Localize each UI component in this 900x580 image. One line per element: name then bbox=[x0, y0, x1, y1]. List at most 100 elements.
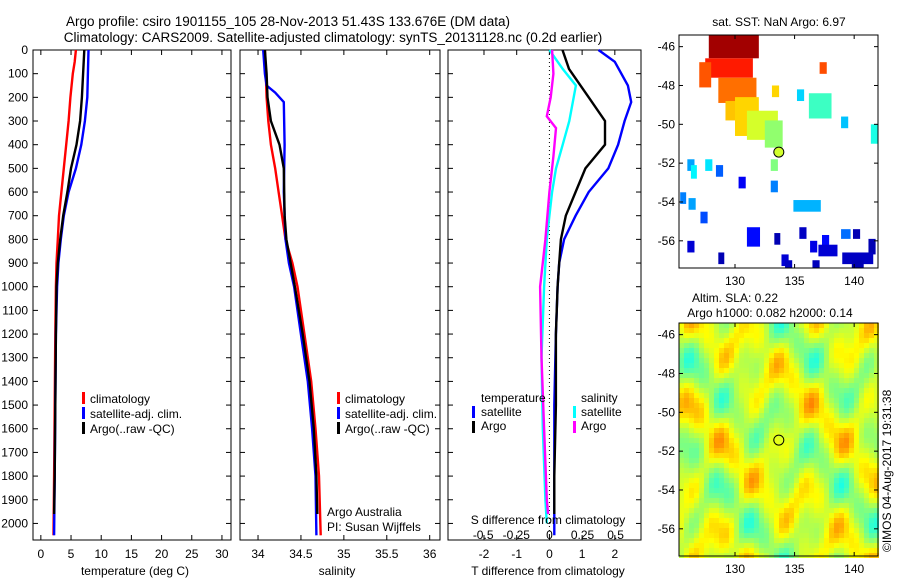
sla-cell bbox=[729, 443, 734, 448]
x-tick-label: 130 bbox=[725, 274, 745, 288]
sla-cell bbox=[724, 373, 729, 378]
sla-cell bbox=[864, 528, 869, 533]
sla-cell bbox=[719, 508, 724, 513]
annotation-argo-australia: Argo Australia bbox=[327, 505, 402, 519]
sst-map: 130 135 140-46-48-50-52-54-56 bbox=[658, 34, 879, 288]
sla-cell bbox=[784, 368, 789, 373]
sla-cell bbox=[814, 353, 819, 358]
sla-cell bbox=[699, 538, 704, 543]
sla-cell bbox=[854, 343, 859, 348]
sla-cell bbox=[819, 413, 824, 418]
sla-cell bbox=[689, 383, 694, 388]
sla-cell bbox=[724, 398, 729, 403]
sla-cell bbox=[764, 468, 769, 473]
sla-cell bbox=[699, 418, 704, 423]
sla-cell bbox=[874, 363, 879, 368]
sla-cell bbox=[754, 458, 759, 463]
sla-cell bbox=[769, 543, 774, 548]
sla-cell bbox=[729, 493, 734, 498]
sla-cell bbox=[834, 358, 839, 363]
sla-cell bbox=[804, 538, 809, 543]
argo-location-marker bbox=[773, 146, 785, 158]
sla-cell bbox=[794, 348, 799, 353]
sla-cell bbox=[774, 323, 779, 328]
sla-cell bbox=[834, 378, 839, 383]
sst-patch bbox=[770, 159, 778, 171]
sla-cell bbox=[679, 333, 684, 338]
sla-cell bbox=[729, 398, 734, 403]
sla-cell bbox=[784, 343, 789, 348]
sla-cell bbox=[704, 533, 709, 538]
sla-cell bbox=[754, 438, 759, 443]
sla-cell bbox=[849, 363, 854, 368]
sla-cell bbox=[804, 413, 809, 418]
sla-cell bbox=[809, 368, 814, 373]
sla-cell bbox=[869, 488, 874, 493]
sla-cell bbox=[784, 528, 789, 533]
sla-cell bbox=[869, 468, 874, 473]
sla-cell bbox=[809, 478, 814, 483]
sst-patch bbox=[796, 89, 805, 102]
sla-cell bbox=[859, 408, 864, 413]
sla-cell bbox=[784, 333, 789, 338]
sla-cell bbox=[824, 538, 829, 543]
sla-cell bbox=[759, 378, 764, 383]
sla-cell bbox=[699, 328, 704, 333]
sla-cell bbox=[789, 348, 794, 353]
sla-cell bbox=[854, 388, 859, 393]
sla-cell bbox=[874, 548, 879, 553]
sla-cell bbox=[859, 538, 864, 543]
sla-cell bbox=[679, 393, 684, 398]
sla-cell bbox=[819, 328, 824, 333]
sla-cell bbox=[679, 443, 684, 448]
sla-cell bbox=[714, 513, 719, 518]
sla-cell bbox=[829, 458, 834, 463]
sla-cell bbox=[724, 413, 729, 418]
sla-cell bbox=[829, 333, 834, 338]
sla-cell bbox=[779, 513, 784, 518]
sla-cell bbox=[704, 418, 709, 423]
sla-cell bbox=[724, 548, 729, 553]
sla-cell bbox=[739, 458, 744, 463]
sla-cell bbox=[769, 323, 774, 328]
sla-cell bbox=[749, 548, 754, 553]
sla-cell bbox=[799, 548, 804, 553]
sla-cell bbox=[854, 543, 859, 548]
sla-cell bbox=[779, 548, 784, 553]
sla-cell bbox=[709, 478, 714, 483]
sla-cell bbox=[709, 513, 714, 518]
sla-cell bbox=[689, 458, 694, 463]
sla-cell bbox=[839, 348, 844, 353]
sla-cell bbox=[804, 353, 809, 358]
sla-cell bbox=[799, 528, 804, 533]
sla-cell bbox=[724, 538, 729, 543]
sla-cell bbox=[714, 413, 719, 418]
sla-cell bbox=[824, 483, 829, 488]
sla-cell bbox=[744, 453, 749, 458]
sla-cell bbox=[864, 338, 869, 343]
sla-cell bbox=[874, 368, 879, 373]
sla-cell bbox=[864, 543, 869, 548]
sla-cell bbox=[859, 323, 864, 328]
sst-patch bbox=[793, 200, 821, 212]
sla-cell bbox=[699, 448, 704, 453]
sla-cell bbox=[799, 328, 804, 333]
sla-cell bbox=[859, 443, 864, 448]
sla-cell bbox=[754, 393, 759, 398]
legend-swatch-climatology bbox=[82, 392, 85, 404]
sla-cell bbox=[829, 493, 834, 498]
sla-cell bbox=[784, 453, 789, 458]
sla-cell bbox=[729, 403, 734, 408]
sla-cell bbox=[849, 338, 854, 343]
sla-cell bbox=[839, 453, 844, 458]
sla-cell bbox=[854, 538, 859, 543]
sla-cell bbox=[829, 368, 834, 373]
sla-cell bbox=[789, 408, 794, 413]
sla-cell bbox=[764, 323, 769, 328]
legend-climatology: climatology bbox=[90, 392, 150, 406]
sla-cell bbox=[724, 378, 729, 383]
sla-cell bbox=[739, 353, 744, 358]
sla-cell bbox=[779, 323, 784, 328]
sla-cell bbox=[689, 373, 694, 378]
sla-cell bbox=[714, 433, 719, 438]
